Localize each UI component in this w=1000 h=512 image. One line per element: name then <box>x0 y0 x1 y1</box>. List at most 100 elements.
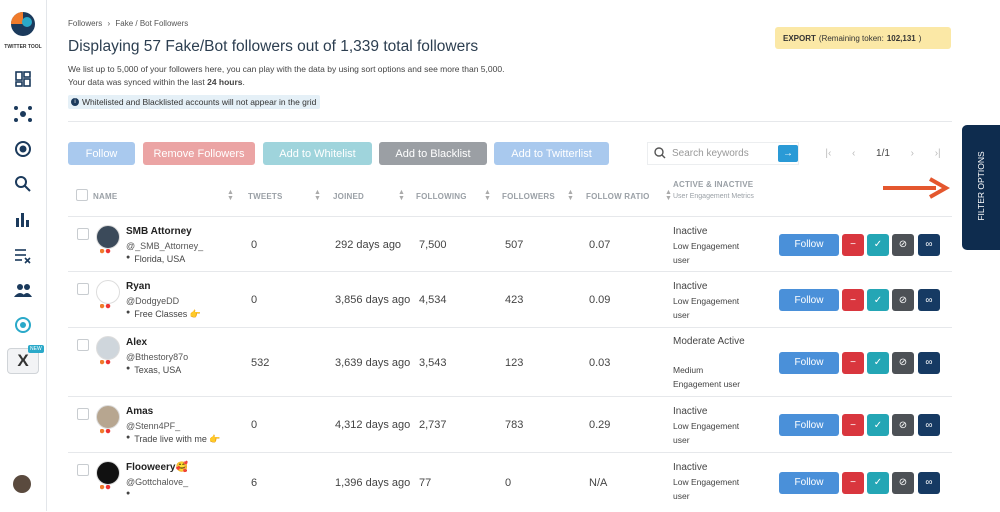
checkbox[interactable] <box>77 228 89 240</box>
name[interactable]: Flooweery🥰 <box>126 462 188 473</box>
search-input[interactable]: Search keywords <box>647 142 799 165</box>
logo <box>11 12 35 36</box>
whitelist-button[interactable]: ✓ <box>867 233 889 256</box>
row-follow-button[interactable]: Follow <box>779 289 839 311</box>
dashboard-icon[interactable] <box>14 70 32 88</box>
sort-icon[interactable]: ▲ ▼ <box>314 189 321 202</box>
checkbox[interactable] <box>77 408 89 420</box>
checkbox[interactable] <box>76 189 88 201</box>
location-text: Free Classes 👉 <box>134 309 201 319</box>
sort-icon[interactable]: ▲ ▼ <box>227 189 234 202</box>
checkbox[interactable] <box>77 464 89 476</box>
blacklist-button[interactable]: ⊘ <box>892 289 914 311</box>
blacklist-button[interactable]: Add to Blacklist <box>379 142 487 165</box>
link-button[interactable]: ∞ <box>918 233 940 256</box>
location-text: Florida, USA <box>134 254 186 264</box>
new-badge: NEW <box>28 345 44 353</box>
sort-icon[interactable]: ▲ ▼ <box>398 189 405 202</box>
location: ● <box>126 490 130 497</box>
remove-button[interactable]: − <box>842 471 864 494</box>
row-follow-button[interactable]: Follow <box>779 471 839 494</box>
separator: › <box>107 19 111 28</box>
table-row: Alex @Bthestory87o ● Texas, USA 532 3,639 day… <box>68 327 952 397</box>
blacklist-button[interactable]: ⊘ <box>892 351 914 374</box>
export-label: EXPORT <box>783 33 816 43</box>
status-dots <box>100 429 114 434</box>
name[interactable]: Amas <box>126 406 154 417</box>
row-follow-button[interactable]: Follow <box>779 233 839 256</box>
blacklist-button[interactable]: ⊘ <box>892 414 914 436</box>
next-page[interactable]: › <box>910 148 914 159</box>
users-icon[interactable] <box>14 281 32 299</box>
name[interactable]: Alex <box>126 337 148 348</box>
follow-button[interactable]: Follow <box>68 142 135 165</box>
whitelist-button[interactable]: ✓ <box>867 351 889 374</box>
pin-icon: ● <box>126 490 131 497</box>
sort-icon[interactable]: ▲ ▼ <box>484 189 491 202</box>
ratio: 0.03 <box>589 356 611 369</box>
whitelist-button[interactable]: ✓ <box>867 289 889 311</box>
status: Inactive <box>673 281 708 292</box>
sync-line: Your data was synced within the last 24 … <box>68 76 504 89</box>
breadcrumb-item[interactable]: Followers <box>68 19 103 28</box>
blacklist-button[interactable]: ⊘ <box>892 233 914 256</box>
whitelist-button[interactable]: Add to Whitelist <box>263 142 372 165</box>
export-button[interactable]: EXPORT (Remaining token: 102,131) <box>775 27 951 49</box>
status-dots <box>100 360 114 365</box>
name[interactable]: SMB Attorney <box>126 226 192 237</box>
twitterlist-button[interactable]: Add to Twitterlist <box>494 142 609 165</box>
breadcrumb-item: Fake / Bot Followers <box>115 19 189 28</box>
remove-button[interactable]: − <box>842 414 864 436</box>
sort-icon[interactable]: ▲ ▼ <box>665 189 672 202</box>
network-icon[interactable] <box>14 105 32 123</box>
column-header[interactable]: FOLLOWING <box>416 192 467 201</box>
link-button[interactable]: ∞ <box>918 289 940 311</box>
column-header[interactable]: FOLLOWERS <box>502 192 555 201</box>
row-follow-button[interactable]: Follow <box>779 414 839 436</box>
followers: 507 <box>505 238 524 251</box>
filter-tab[interactable]: FILTER OPTIONS <box>962 125 1000 250</box>
column-header[interactable]: FOLLOW RATIO <box>586 192 650 201</box>
sort-icon[interactable]: ▲ ▼ <box>567 189 574 202</box>
blacklist-button[interactable]: ⊘ <box>892 471 914 494</box>
checkbox[interactable] <box>77 283 89 295</box>
column-header[interactable]: JOINED <box>333 192 364 201</box>
remove-button[interactable]: − <box>842 351 864 374</box>
name[interactable]: Ryan <box>126 281 151 292</box>
joined: 3,639 days ago <box>335 356 411 369</box>
location: ● Free Classes 👉 <box>126 309 201 320</box>
target-icon[interactable] <box>14 140 32 158</box>
user-avatar[interactable] <box>13 475 31 493</box>
column-header[interactable]: NAME <box>93 192 118 201</box>
token-value: 102,131 <box>886 33 916 43</box>
column-header[interactable]: TWEETS <box>248 192 283 201</box>
pin-icon: ● <box>126 254 131 261</box>
location: ● Texas, USA <box>126 365 181 375</box>
link-button[interactable]: ∞ <box>918 471 940 494</box>
search-submit[interactable]: → <box>778 145 798 162</box>
following: 77 <box>419 476 432 489</box>
last-page[interactable]: ›| <box>934 148 941 159</box>
tweets: 6 <box>251 476 258 489</box>
link-button[interactable]: ∞ <box>918 351 940 374</box>
list-icon[interactable] <box>14 246 32 264</box>
row-follow-button[interactable]: Follow <box>779 351 839 374</box>
location-text: Trade live with me 👉 <box>134 434 221 444</box>
search-icon[interactable] <box>14 175 32 193</box>
remove-button[interactable]: − <box>842 233 864 256</box>
ratio: N/A <box>589 476 608 489</box>
token-suffix: ) <box>918 33 922 43</box>
brand: TWITTER TOOL <box>4 44 42 50</box>
whitelist-button[interactable]: ✓ <box>867 414 889 436</box>
location-text: Texas, USA <box>134 365 182 375</box>
remove-button[interactable]: Remove Followers <box>143 142 255 165</box>
checkbox[interactable] <box>77 339 89 351</box>
whitelist-button[interactable]: ✓ <box>867 471 889 494</box>
joined: 4,312 days ago <box>335 419 411 431</box>
first-page[interactable]: |‹ <box>825 148 832 159</box>
stats-icon[interactable] <box>14 210 32 228</box>
link-button[interactable]: ∞ <box>918 414 940 436</box>
sync-icon[interactable] <box>14 316 32 334</box>
prev-page[interactable]: ‹ <box>851 148 856 159</box>
remove-button[interactable]: − <box>842 289 864 311</box>
